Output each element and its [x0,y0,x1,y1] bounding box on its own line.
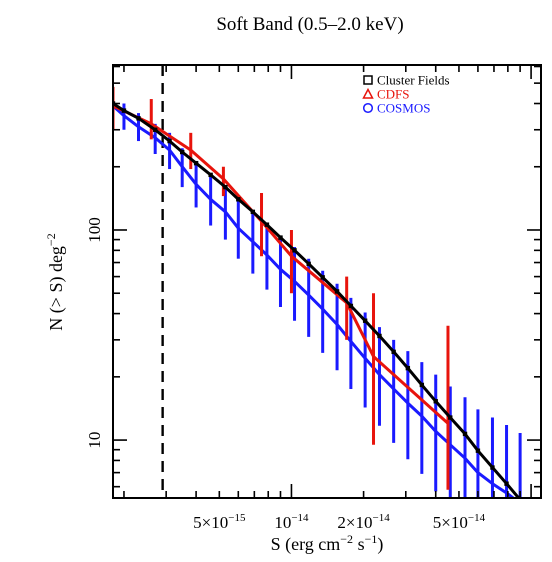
cosmos-line [113,104,516,498]
cluster-fields-point [292,248,297,253]
cluster-fields-point [250,209,256,215]
cluster-fields-point [362,318,368,323]
legend-label-cosmos: COSMOS [377,101,430,116]
cluster-fields-point [334,289,340,294]
x-tick-label: 5×10−15 [193,512,246,532]
cluster-fields-point [223,184,228,190]
cluster-fields-point [167,138,172,144]
cluster-fields-point [278,235,283,240]
x-tick-label: 5×10−14 [433,512,486,532]
legend-marker-cosmos [362,102,374,114]
cluster-fields-point [391,349,396,355]
legend-marker-cluster-fields [363,75,373,85]
plot-frame [112,64,542,499]
cluster-fields-point [121,108,127,113]
cluster-fields-point [419,382,425,388]
x-tick-label: 10−14 [274,512,309,532]
series-cluster-fields [113,101,523,498]
y-axis-label: N (> S) deg−2 [44,233,67,330]
y-tick-label: 100 [85,217,104,243]
cluster-fields-point [264,222,270,227]
cluster-fields-point [475,448,481,453]
legend-marker-cdfs [362,87,374,99]
axis-layer: 5×10−15 10−14 2×10−14 5×10−14 10 100 [85,65,541,532]
cluster-fields-point [504,481,509,486]
cluster-fields-point [180,149,185,155]
cluster-fields-point [433,399,438,404]
cluster-fields-point [348,303,354,309]
series-cosmos [113,94,522,498]
cluster-fields-point [377,333,382,339]
legend-label-cluster-fields: Cluster Fields [377,73,450,88]
cluster-fields-point [208,172,213,178]
cluster-fields-point [320,275,325,280]
x-axis-label: S (erg cm−2 s−1) [271,532,384,555]
chart-title: Soft Band (0.5–2.0 keV) [216,14,403,35]
cluster-fields-point [306,261,311,267]
y-tick-label: 10 [85,432,104,449]
cluster-fields-point [462,431,468,437]
cluster-fields-point [136,116,141,121]
cluster-fields-point [193,160,199,166]
x-tick-label: 2×10−14 [337,512,390,532]
legend-label-cdfs: CDFS [377,87,410,102]
cluster-fields-point [405,365,411,371]
cluster-fields-point [236,197,241,202]
cluster-fields-point [448,415,453,420]
data-layer [113,65,523,498]
cluster-fields-point [490,465,495,470]
cluster-fields-point [152,127,158,132]
